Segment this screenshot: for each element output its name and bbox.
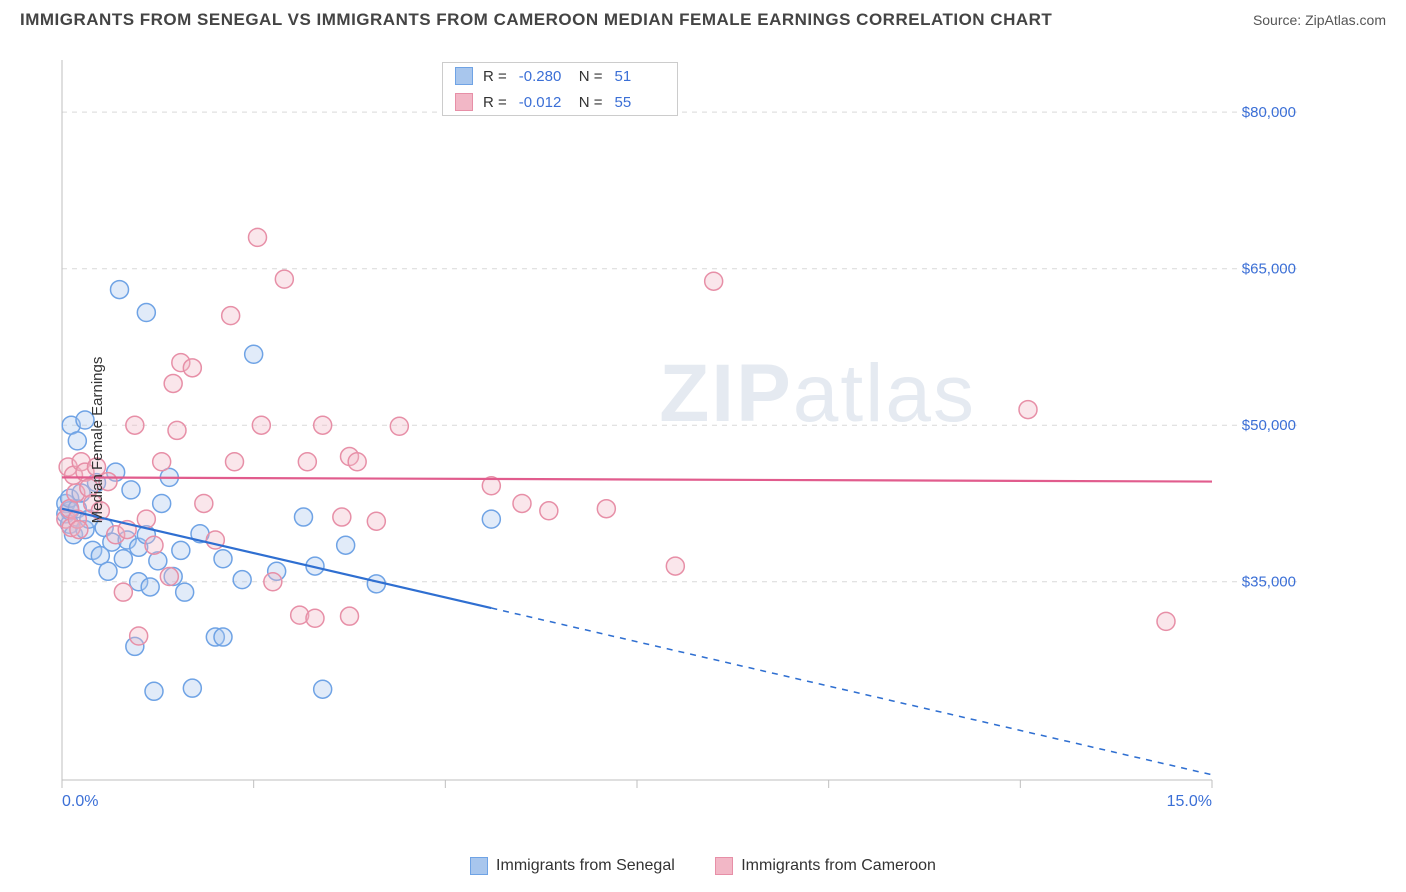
r-label: R = [483,94,507,111]
r-label: R = [483,68,507,85]
svg-text:15.0%: 15.0% [1167,793,1212,810]
swatch-cameroon [455,93,473,111]
svg-text:$35,000: $35,000 [1242,574,1296,591]
legend-label-cameroon: Immigrants from Cameroon [741,857,936,875]
legend-item-senegal: Immigrants from Senegal [470,857,675,875]
source-name: ZipAtlas.com [1305,12,1386,28]
svg-text:0.0%: 0.0% [62,793,98,810]
svg-text:$80,000: $80,000 [1242,104,1296,121]
source-prefix: Source: [1253,12,1305,28]
legend-item-cameroon: Immigrants from Cameroon [715,857,936,875]
n-value-cameroon: 55 [615,94,665,111]
n-value-senegal: 51 [615,68,665,85]
r-value-senegal: -0.280 [519,68,569,85]
n-label: N = [579,68,603,85]
legend-row-senegal: R = -0.280 N = 51 [443,63,677,89]
y-axis-label: Median Female Earnings [89,357,106,524]
legend-row-cameroon: R = -0.012 N = 55 [443,89,677,115]
correlation-legend: R = -0.280 N = 51 R = -0.012 N = 55 [442,62,678,116]
legend-label-senegal: Immigrants from Senegal [496,857,675,875]
n-label: N = [579,94,603,111]
svg-text:$50,000: $50,000 [1242,417,1296,434]
scatter-chart: $35,000 $50,000 $65,000 $80,000 0.0% 15.0% [52,60,1302,820]
source-attribution: Source: ZipAtlas.com [1253,12,1386,28]
svg-text:$65,000: $65,000 [1242,261,1296,278]
r-value-cameroon: -0.012 [519,94,569,111]
page-title: IMMIGRANTS FROM SENEGAL VS IMMIGRANTS FR… [20,10,1052,30]
swatch-senegal [455,67,473,85]
series-legend: Immigrants from Senegal Immigrants from … [0,857,1406,880]
swatch-senegal [470,857,488,875]
chart-area: Median Female Earnings R = -0.280 N = 51… [52,60,1372,820]
swatch-cameroon [715,857,733,875]
